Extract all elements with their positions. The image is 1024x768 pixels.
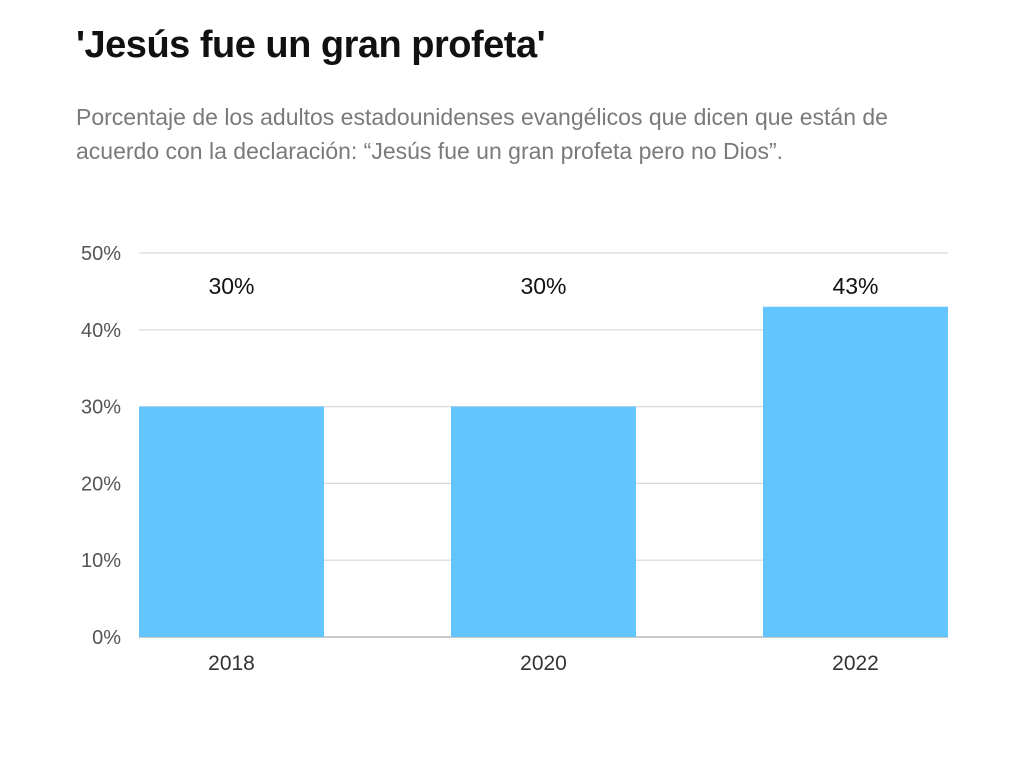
bar-2022 [763, 306, 948, 637]
data-labels: 30% 30% 43% [208, 273, 878, 299]
data-label: 30% [208, 273, 254, 299]
bar-2020 [451, 406, 636, 637]
chart-subtitle: Porcentaje de los adultos estadounidense… [76, 104, 888, 164]
data-label: 43% [832, 273, 878, 299]
y-axis-ticks: 0% 10% 20% 30% 40% 50% [81, 243, 121, 649]
bars [139, 306, 948, 637]
x-tick-label: 2022 [832, 652, 879, 675]
bar-2018 [139, 406, 324, 637]
y-tick-label: 30% [81, 397, 121, 419]
x-axis-ticks: 2018 2020 2022 [208, 652, 879, 675]
y-tick-label: 0% [92, 627, 121, 649]
x-tick-label: 2020 [520, 652, 567, 675]
y-tick-label: 50% [81, 243, 121, 265]
x-tick-label: 2018 [208, 652, 255, 675]
chart-title: 'Jesús fue un gran profeta' [76, 24, 546, 66]
data-label: 30% [520, 273, 566, 299]
y-tick-label: 10% [81, 550, 121, 572]
y-tick-label: 40% [81, 320, 121, 342]
y-tick-label: 20% [81, 473, 121, 495]
